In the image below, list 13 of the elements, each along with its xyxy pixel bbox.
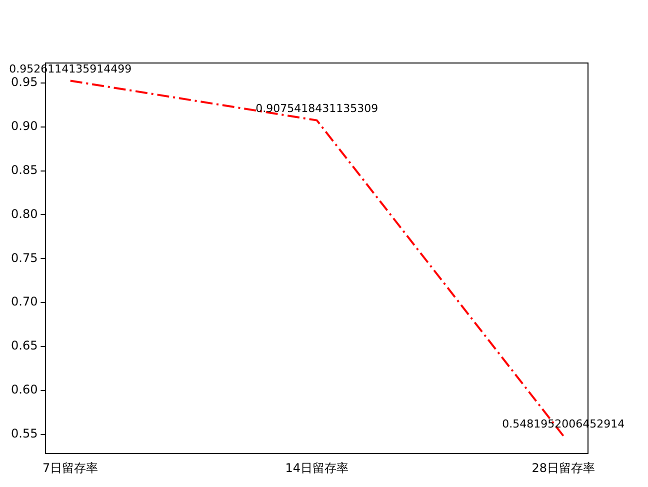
y-tick-label: 0.75 — [11, 250, 38, 265]
x-tick-label: 14日留存率 — [285, 460, 348, 475]
data-label: 0.9075418431135309 — [256, 102, 378, 116]
y-tick-label: 0.60 — [11, 382, 38, 396]
x-tick-label: 28日留存率 — [532, 460, 595, 475]
y-tick-label: 0.70 — [11, 294, 38, 309]
y-tick-label: 0.55 — [11, 426, 38, 440]
y-tick-label: 0.65 — [11, 338, 38, 353]
y-tick-label: 0.85 — [11, 162, 38, 177]
y-tick-label: 0.95 — [11, 75, 38, 90]
y-tick-label: 0.90 — [11, 119, 38, 134]
y-tick-label: 0.80 — [11, 206, 38, 221]
x-tick-label: 7日留存率 — [42, 460, 98, 475]
